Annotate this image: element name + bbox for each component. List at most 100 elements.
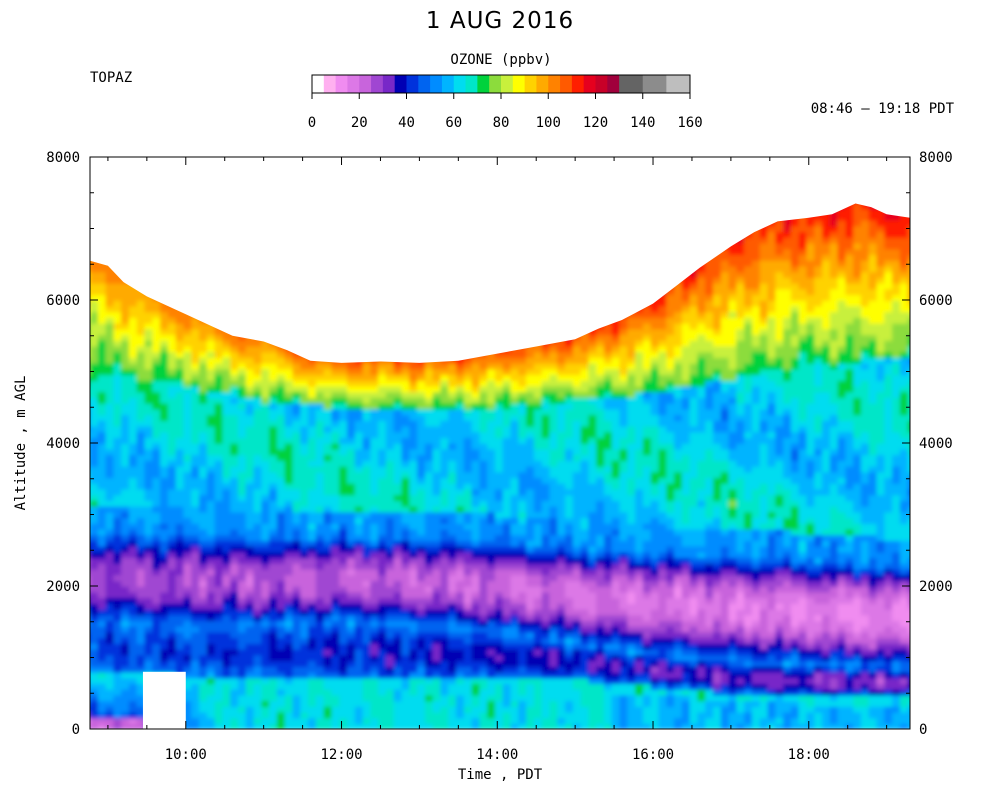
heatmap-cell [160,534,169,541]
heatmap-cell [300,431,309,439]
heatmap-cell [432,414,442,421]
heatmap-cell [214,483,224,490]
heatmap-cell [284,717,294,725]
heatmap-cell [261,248,270,255]
heatmap-cell [105,225,115,233]
heatmap-cell [331,540,340,547]
heatmap-cell [424,643,434,650]
heatmap-cell [471,277,481,284]
heatmap-cell [230,454,239,461]
heatmap-cell [152,265,161,273]
heatmap-cell [230,660,239,667]
heatmap-cell [463,425,473,433]
heatmap-cell [167,523,177,530]
heatmap-cell [183,568,192,576]
heatmap-cell [97,282,107,290]
heatmap-cell [339,483,348,490]
heatmap-cell [339,551,348,559]
heatmap-cell [144,271,154,278]
heatmap-cell [160,380,169,387]
heatmap-cell [424,471,434,479]
heatmap-cell [206,214,216,221]
heatmap-cell [471,654,481,662]
heatmap-cell [393,397,403,404]
heatmap-cell [269,254,278,261]
heatmap-cell [331,563,340,570]
heatmap-cell [121,437,130,444]
heatmap-cell [230,345,239,353]
heatmap-cell [315,626,325,633]
heatmap-cell [393,437,403,444]
heatmap-cell [292,580,302,587]
heatmap-cell [401,288,411,296]
heatmap-cell [409,460,418,467]
heatmap-cell [269,540,278,547]
heatmap-cell [121,345,130,353]
heatmap-cell [245,203,255,210]
heatmap-cell [261,528,270,536]
heatmap-cell [261,563,270,570]
heatmap-cell [378,277,387,284]
heatmap-cell [362,517,372,524]
heatmap-cell [269,305,278,313]
heatmap-cell [276,437,286,444]
heatmap-cell [199,660,208,667]
heatmap-cell [362,254,372,261]
heatmap-cell [424,666,434,673]
heatmap-cell [284,237,294,244]
heatmap-cell [300,214,309,221]
heatmap-cell [300,465,309,473]
heatmap-cell [136,637,146,644]
heatmap-cell [401,666,411,673]
heatmap-cell [432,300,442,307]
heatmap-cell [448,563,457,570]
heatmap-cell [456,368,465,376]
heatmap-cell [183,614,192,622]
heatmap-cell [222,683,231,690]
heatmap-cell [448,488,457,496]
heatmap-cell [261,694,270,702]
heatmap-cell [362,717,372,725]
heatmap-cell [183,637,192,644]
heatmap-cell [183,197,192,204]
heatmap-cell [144,454,154,461]
heatmap-cell [432,322,442,330]
heatmap-cell [136,203,146,210]
heatmap-cell [152,340,161,347]
heatmap-cell [292,511,302,519]
heatmap-cell [323,614,333,622]
heatmap-cell [347,345,356,353]
heatmap-cell [214,254,224,261]
heatmap-cell [471,300,481,307]
heatmap-cell [128,591,138,599]
heatmap-cell [276,380,286,387]
heatmap-cell [261,586,270,593]
heatmap-cell [315,557,325,564]
heatmap-cell [183,431,192,439]
heatmap-cell [206,711,216,719]
heatmap-cell [160,511,169,519]
heatmap-cell [206,277,216,284]
heatmap-cell [487,534,496,541]
heatmap-cell [339,317,348,324]
heatmap-cell [136,488,146,496]
heatmap-cell [222,460,231,467]
heatmap-cell [409,345,418,353]
heatmap-cell [167,631,177,639]
heatmap-cell [214,403,224,410]
heatmap-cell [191,231,200,238]
heatmap-cell [284,689,294,696]
heatmap-cell [479,368,488,376]
heatmap-cell [393,626,403,633]
heatmap-cell [432,620,442,627]
heatmap-cell [261,443,270,450]
heatmap-cell [175,528,185,536]
heatmap-cell [409,626,418,633]
heatmap-cell [424,214,434,221]
heatmap-cell [315,460,325,467]
chart-title: 1 AUG 2016 [425,8,575,34]
heatmap-cell [206,494,216,501]
heatmap-cell [432,214,442,221]
heatmap-cell [362,551,372,559]
heatmap-cell [214,271,224,278]
